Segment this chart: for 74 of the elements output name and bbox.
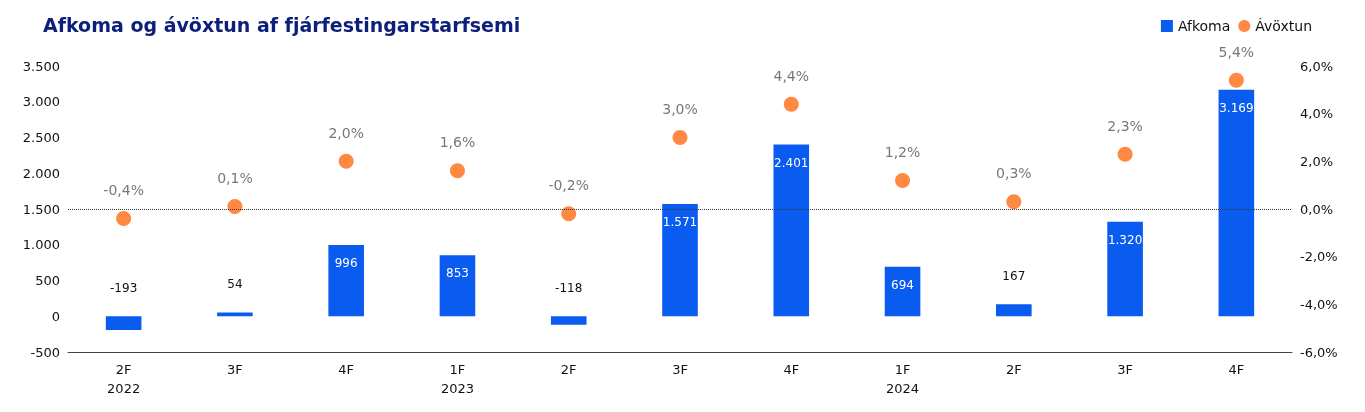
x-tick-label: 4F bbox=[338, 362, 355, 377]
data-label: 5,4% bbox=[1218, 43, 1255, 60]
bar bbox=[884, 266, 921, 317]
y-tick-label: -500 bbox=[30, 344, 60, 360]
data-label: 3,0% bbox=[662, 101, 698, 117]
data-label: -0,4% bbox=[103, 182, 144, 199]
bar bbox=[105, 316, 142, 331]
bar bbox=[662, 203, 698, 317]
data-label: 2,0% bbox=[328, 124, 364, 141]
bar bbox=[1218, 89, 1255, 317]
y2-tick-label: -6,0% bbox=[1300, 344, 1338, 360]
x-tick-label: 3F bbox=[672, 362, 688, 377]
data-label: 167 bbox=[1002, 269, 1026, 284]
y2-tick-label: 6,0% bbox=[1300, 58, 1334, 74]
data-label: 0,3% bbox=[996, 165, 1032, 182]
point bbox=[1006, 194, 1022, 210]
x-tick-label: 2F bbox=[1005, 362, 1022, 377]
point bbox=[672, 130, 688, 145]
y2-tick-label: -4,0% bbox=[1300, 296, 1338, 312]
point bbox=[116, 211, 132, 227]
chart-title: Afkoma og ávöxtun af fjárfestingarstarfsemi bbox=[43, 13, 521, 36]
y2-tick-label: 0,0% bbox=[1300, 201, 1334, 217]
y2-tick-label: -2,0% bbox=[1300, 249, 1338, 265]
bar bbox=[1107, 221, 1143, 317]
data-label: 1.320 bbox=[1107, 232, 1143, 247]
x-tick-label: 4F bbox=[783, 362, 800, 377]
data-label: 1,6% bbox=[439, 134, 476, 151]
bar bbox=[773, 144, 810, 317]
y-tick-label: 0 bbox=[51, 308, 60, 324]
x-tick-label: 2F 2022 bbox=[107, 362, 141, 396]
y2-tick-label: 4,0% bbox=[1300, 106, 1334, 122]
data-label: 1,2% bbox=[884, 143, 921, 160]
point bbox=[561, 206, 577, 222]
point bbox=[1117, 146, 1133, 162]
x-tick-label: 3F bbox=[227, 362, 243, 377]
y-tick-label: 500 bbox=[35, 273, 60, 288]
point bbox=[895, 172, 911, 188]
data-label: 54 bbox=[227, 277, 243, 292]
x-tick-label: 3F bbox=[1117, 362, 1133, 377]
y-tick-label: 3.000 bbox=[22, 94, 60, 110]
point bbox=[783, 96, 799, 112]
data-label: 853 bbox=[446, 266, 469, 281]
y2-tick-label: 2,0% bbox=[1300, 153, 1334, 169]
y-tick-label: 2.000 bbox=[22, 165, 60, 181]
bar bbox=[217, 312, 253, 317]
point bbox=[227, 199, 243, 215]
y-tick-label: 1.500 bbox=[22, 201, 60, 217]
legend-label: Afkoma bbox=[1177, 18, 1231, 34]
data-label: 4,4% bbox=[773, 67, 810, 84]
x-tick-label: 2F bbox=[560, 362, 577, 377]
y-tick-label: 1.000 bbox=[22, 237, 60, 253]
x-tick-label: 1F 2024 bbox=[886, 362, 920, 396]
point bbox=[1228, 72, 1244, 88]
bar bbox=[439, 255, 476, 317]
data-label: -0,2% bbox=[548, 177, 590, 194]
point bbox=[449, 163, 465, 179]
y-tick-label: 2.500 bbox=[22, 130, 60, 145]
x-tick-label: 4F bbox=[1228, 362, 1245, 377]
bar bbox=[328, 245, 364, 317]
data-label: 3.169 bbox=[1219, 100, 1254, 115]
y-tick-label: 3.500 bbox=[22, 58, 60, 74]
bar bbox=[550, 316, 587, 325]
point bbox=[338, 153, 354, 169]
bar bbox=[996, 304, 1032, 317]
data-label: 2.401 bbox=[774, 155, 809, 170]
legend-label: Ávöxtun bbox=[1255, 18, 1313, 34]
data-label: -118 bbox=[555, 281, 583, 296]
data-label: 996 bbox=[334, 256, 358, 271]
data-label: 0,1% bbox=[217, 170, 253, 187]
data-label: 1.571 bbox=[662, 214, 698, 229]
data-label: 694 bbox=[891, 277, 914, 292]
x-tick-label: 1F 2023 bbox=[440, 362, 474, 396]
data-label: -193 bbox=[110, 281, 138, 296]
data-label: 2,3% bbox=[1107, 117, 1143, 134]
